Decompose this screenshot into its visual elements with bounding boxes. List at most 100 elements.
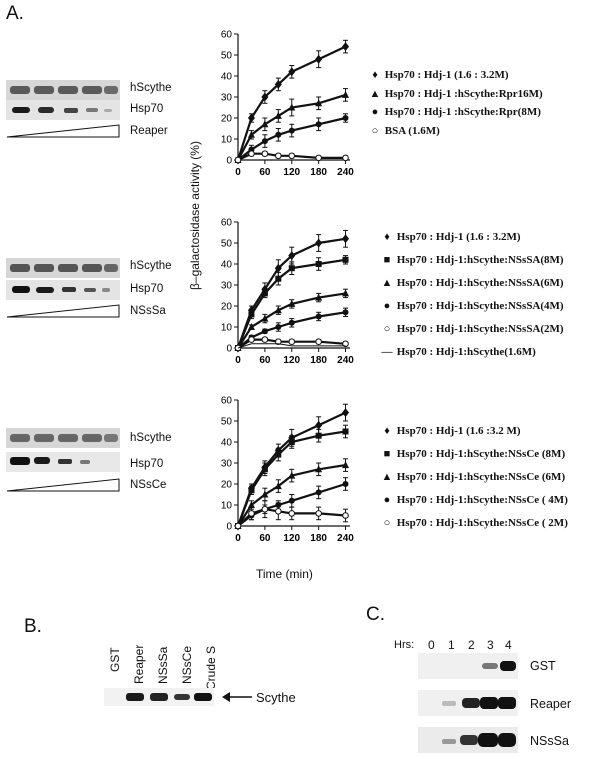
data-point bbox=[275, 338, 282, 345]
blot-row-label: NSsSa bbox=[530, 734, 569, 748]
data-point bbox=[315, 465, 323, 473]
y-tick-label: 50 bbox=[221, 51, 233, 62]
data-point bbox=[261, 150, 269, 157]
legend-item: ○ BSA (1.6M) bbox=[371, 124, 440, 137]
x-tick-label: 0 bbox=[235, 167, 241, 178]
legend-item: ○ Hsp70 : Hdj-1:hScythe:NSsSA(2M) bbox=[383, 323, 564, 335]
blot-bands bbox=[482, 661, 516, 671]
data-point bbox=[288, 265, 295, 272]
lane-labels: GST Reaper NSsSa NSsCe Crude S bbox=[98, 632, 228, 690]
legend-item: ♦ Hsp70 : Hdj-1 (1.6 : 3.2M) bbox=[384, 231, 521, 243]
legend-item: ● Hsp70 : Hdj-1:hScythe:NSsSA(4M) bbox=[383, 300, 564, 312]
y-tick-label: 40 bbox=[221, 260, 233, 271]
blot-bands bbox=[12, 286, 110, 293]
data-point bbox=[274, 111, 282, 119]
y-tick-label: 20 bbox=[221, 302, 233, 313]
chart-nsssa: 0 10 20 30 40 50 60 0 60 120 180 240 bbox=[221, 218, 354, 367]
titration-wedge bbox=[6, 478, 120, 492]
legend-item: ♦ Hsp70 : Hdj-1 (1.6 :3.2 M) bbox=[384, 425, 521, 437]
titration-label-nssce: NSsCe bbox=[130, 479, 167, 491]
legend-item: ■ Hsp70 : Hdj-1:hScythe:NSsCe (8M) bbox=[383, 448, 566, 460]
blot-bands bbox=[10, 264, 118, 272]
data-point bbox=[342, 340, 349, 348]
legend-item: ■ Hsp70 : Hdj-1:hScythe:NSsSA(8M) bbox=[383, 254, 564, 266]
timepoint-label: 0 bbox=[428, 638, 435, 652]
data-point bbox=[315, 293, 323, 301]
legend-item: ▲ Hsp70 : Hdj-1:hScythe:NSsCe (6M) bbox=[381, 471, 566, 483]
data-point bbox=[342, 428, 349, 435]
legend-nsssa: ♦ Hsp70 : Hdj-1 (1.6 : 3.2M) ■ Hsp70 : H… bbox=[380, 226, 564, 364]
data-point bbox=[342, 289, 350, 297]
y-tick-label: 0 bbox=[226, 156, 232, 167]
data-point bbox=[288, 319, 295, 326]
y-tick-label: 50 bbox=[221, 239, 233, 250]
y-tick-label: 10 bbox=[221, 501, 233, 512]
data-point bbox=[342, 512, 349, 519]
lane-label: GST bbox=[108, 647, 122, 672]
chart-reaper: 0 10 20 30 40 50 60 0 60 120 180 240 bbox=[221, 30, 354, 179]
data-point bbox=[288, 338, 296, 345]
x-tick-label: 120 bbox=[283, 167, 300, 178]
y-tick-label: 10 bbox=[221, 323, 233, 334]
data-point bbox=[342, 309, 349, 316]
western-blot-hscythe bbox=[6, 428, 120, 448]
data-point bbox=[315, 420, 323, 430]
data-point bbox=[288, 299, 296, 307]
panel-b-label: B. bbox=[24, 616, 42, 637]
lane-label: NSsSa bbox=[156, 646, 170, 684]
x-tick-label: 180 bbox=[310, 355, 327, 366]
timepoint-label: 3 bbox=[487, 638, 494, 652]
x-tick-label: 240 bbox=[337, 533, 354, 544]
x-tick-label: 60 bbox=[259, 533, 271, 544]
data-point bbox=[342, 481, 349, 487]
timepoint-label: 1 bbox=[448, 638, 455, 652]
blot-label-scythe: Scythe bbox=[256, 690, 296, 705]
y-tick-label: 0 bbox=[226, 522, 232, 533]
legend-item: ○ Hsp70 : Hdj-1:hScythe:NSsCe ( 2M) bbox=[383, 517, 568, 529]
data-point bbox=[288, 439, 295, 445]
data-point bbox=[342, 408, 350, 418]
lane-label: Crude S bbox=[204, 645, 218, 690]
x-tick-label: 120 bbox=[283, 533, 300, 544]
data-point bbox=[315, 489, 322, 496]
blot-label-hscythe: hScythe bbox=[130, 260, 172, 272]
data-point bbox=[248, 336, 255, 343]
data-point bbox=[315, 432, 322, 439]
y-tick-label: 0 bbox=[226, 344, 232, 355]
data-point bbox=[288, 510, 296, 517]
y-tick-label: 60 bbox=[221, 396, 233, 407]
data-point bbox=[315, 121, 322, 128]
blot-label-hscythe: hScythe bbox=[130, 432, 172, 444]
data-point bbox=[247, 323, 255, 330]
data-point bbox=[261, 314, 269, 322]
blot-bands bbox=[12, 107, 112, 113]
data-point bbox=[275, 275, 282, 282]
data-point bbox=[342, 42, 350, 52]
data-point bbox=[288, 67, 296, 77]
titration-wedge bbox=[6, 124, 120, 138]
data-point bbox=[261, 120, 269, 128]
data-point bbox=[288, 152, 296, 160]
timepoint-label: 2 bbox=[468, 638, 475, 652]
blot-bands bbox=[442, 697, 516, 709]
western-blot-hscythe bbox=[6, 258, 120, 278]
y-tick-label: 30 bbox=[221, 281, 233, 292]
legend-item: ▲ Hsp70 : Hdj-1 :hScythe:Rpr16M) bbox=[369, 87, 543, 100]
y-axis-title: β–galactosidase activity (%) bbox=[188, 141, 202, 290]
data-point bbox=[315, 238, 323, 248]
y-tick-label: 40 bbox=[221, 72, 233, 83]
data-point bbox=[248, 487, 255, 494]
data-point bbox=[315, 154, 322, 162]
data-point bbox=[275, 508, 282, 515]
data-point bbox=[275, 451, 282, 458]
y-tick-label: 20 bbox=[221, 480, 233, 491]
blot-label-hsp70: Hsp70 bbox=[130, 103, 164, 115]
x-tick-label: 0 bbox=[235, 533, 241, 544]
western-blot-hsp70 bbox=[6, 452, 120, 472]
timepoint-label: 4 bbox=[505, 638, 512, 652]
blot-row-label: GST bbox=[530, 659, 556, 673]
y-tick-label: 60 bbox=[221, 218, 233, 229]
legend-item: ♦ Hsp70 : Hdj-1 (1.6 : 3.2M) bbox=[372, 69, 509, 81]
hrs-label: Hrs: bbox=[394, 639, 415, 651]
data-point bbox=[342, 234, 350, 244]
